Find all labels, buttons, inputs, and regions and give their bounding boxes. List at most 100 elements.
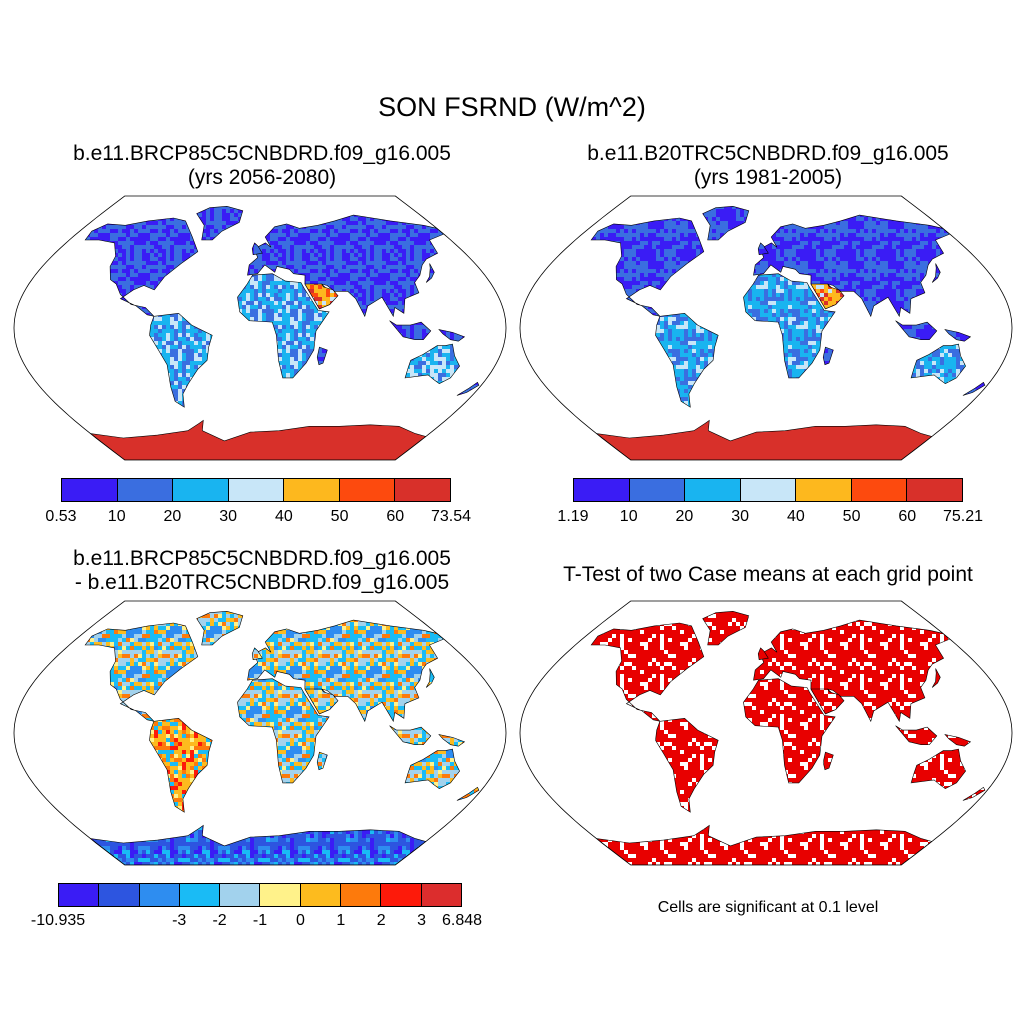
colorbar-tick-label: -1 (252, 912, 268, 929)
landmass-australia (404, 748, 460, 790)
landmass-arabia (810, 688, 845, 715)
colorbar-tick-label: 40 (274, 508, 293, 525)
landmass-uk (757, 647, 769, 661)
colorbar-swatch (99, 884, 140, 906)
colorbar-tick-label: 75.21 (942, 508, 984, 525)
colorbar-swatch (629, 479, 686, 501)
landmass-eurasia (247, 619, 445, 723)
colorbar-tick-label: 60 (386, 508, 405, 525)
colorbar-swatch (260, 884, 301, 906)
landmass-nz (962, 381, 986, 396)
colorbar-3-ticks: -10.935 -3 -2 -1 0 1 2 3 6.848 (31, 912, 482, 932)
map-panel-1 (13, 195, 507, 461)
colorbar-swatch (851, 479, 908, 501)
colorbar-swatch (907, 479, 963, 501)
colorbar-swatch (62, 479, 118, 501)
colorbar-tick-label: 30 (219, 508, 238, 525)
panel-1-title-line1: b.e11.BRCP85C5CNBDRD.f09_g16.005 (73, 142, 451, 165)
colorbar-tick-label: 10 (619, 508, 638, 525)
landmass-samerica (149, 717, 213, 813)
colorbar-swatch (179, 884, 221, 906)
colorbar-tick-label: 0.53 (45, 508, 77, 525)
colorbar-tick-label: 1.19 (557, 508, 589, 525)
colorbar-swatch (228, 479, 285, 501)
landmass-samerica (655, 717, 719, 813)
colorbar-tick-label: 2 (376, 912, 386, 929)
landmass-nz (456, 381, 480, 396)
landmass-australia (910, 343, 966, 385)
landmass-africa (743, 273, 836, 379)
colorbar-swatch (740, 479, 797, 501)
landmass-eurasia (753, 214, 951, 318)
colorbar-swatch (139, 884, 180, 906)
landmass-madagascar (316, 346, 328, 366)
colorbar-tick-label: 73.54 (430, 508, 472, 525)
colorbar-2 (573, 478, 963, 502)
landmass-madagascar (822, 346, 834, 366)
landmass-newguinea (944, 734, 972, 747)
landmass-uk (757, 242, 769, 256)
colorbar-2-ticks: 1.19 10 20 30 40 50 60 75.21 (557, 508, 983, 528)
colorbar-swatch (421, 884, 461, 906)
landmass-japan (931, 263, 941, 283)
colorbar-tick-label: -2 (212, 912, 227, 929)
colorbar-swatch (284, 479, 340, 501)
colorbar-swatch (117, 479, 174, 501)
landmass-africa (237, 273, 330, 379)
colorbar-tick-label: 10 (107, 508, 126, 525)
panel-4-title: T-Test of two Case means at each grid po… (518, 563, 1018, 587)
colorbar-1 (61, 478, 451, 502)
landmass-indonesia (895, 725, 938, 745)
landmass-japan (425, 263, 435, 283)
panel-2-title-line2: (yrs 1981-2005) (693, 166, 843, 189)
landmass-nz (962, 786, 986, 801)
colorbar-tick-label: -3 (172, 912, 187, 929)
landmass-namerica (590, 622, 705, 722)
map-border (13, 195, 507, 461)
panel-3-title: b.e11.BRCP85C5CNBDRD.f09_g16.005 - b.e11… (12, 547, 512, 595)
landmass-greenland (196, 610, 244, 646)
panel-3-title-line1: b.e11.BRCP85C5CNBDRD.f09_g16.005 (73, 547, 451, 570)
colorbar-swatch (173, 479, 229, 501)
landmass-greenland (196, 205, 244, 241)
landmass-namerica (84, 622, 199, 722)
colorbar-3 (58, 883, 462, 907)
colorbar-swatch (796, 479, 852, 501)
landmass-arabia (810, 283, 845, 310)
colorbar-tick-label: 6.848 (441, 912, 483, 929)
landmass-greenland (702, 610, 750, 646)
colorbar-swatch (300, 884, 342, 906)
colorbar-swatch (381, 884, 422, 906)
colorbar-swatch (339, 479, 396, 501)
colorbar-tick-label: 50 (842, 508, 861, 525)
colorbar-swatch (220, 884, 261, 906)
landmass-samerica (655, 312, 719, 408)
landmass-greenland (702, 205, 750, 241)
map-border (519, 600, 1013, 866)
colorbar-1-ticks: 0.53 10 20 30 40 50 60 73.54 (45, 508, 471, 528)
landmass-japan (931, 668, 941, 688)
landmass-uk (251, 242, 263, 256)
colorbar-tick-label: 0 (295, 912, 305, 929)
colorbar-swatch (59, 884, 100, 906)
panel-3-title-line2: - b.e11.B20TRC5CNBDRD.f09_g16.005 (74, 571, 450, 594)
panel-2-title: b.e11.B20TRC5CNBDRD.f09_g16.005 (yrs 198… (518, 142, 1018, 190)
landmass-australia (910, 748, 966, 790)
landmass-indonesia (389, 725, 432, 745)
colorbar-swatch (574, 479, 630, 501)
panel-2-title-line1: b.e11.B20TRC5CNBDRD.f09_g16.005 (587, 142, 949, 165)
landmass-africa (743, 678, 836, 784)
landmass-nz (456, 786, 480, 801)
landmass-indonesia (895, 320, 938, 340)
colorbar-tick-label: 20 (675, 508, 694, 525)
landmass-arabia (304, 688, 339, 715)
colorbar-tick-label: 3 (417, 912, 427, 929)
colorbar-tick-label: 1 (336, 912, 346, 929)
colorbar-swatch (685, 479, 741, 501)
colorbar-tick-label: 30 (731, 508, 750, 525)
map-panel-2 (519, 195, 1013, 461)
landmass-australia (404, 343, 460, 385)
colorbar-tick-label: 40 (786, 508, 805, 525)
panel-1-title: b.e11.BRCP85C5CNBDRD.f09_g16.005 (yrs 20… (12, 142, 512, 190)
map-panel-3 (13, 600, 507, 866)
